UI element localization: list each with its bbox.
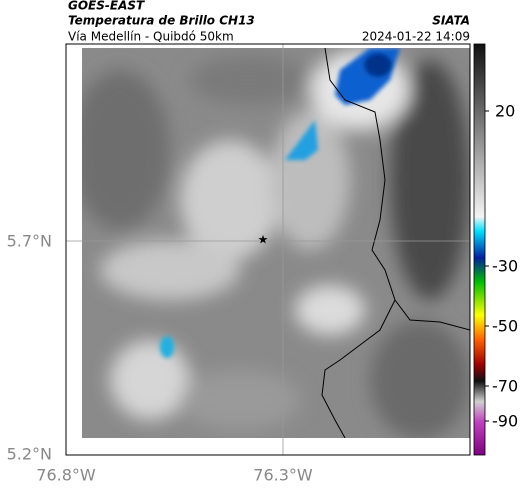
location-marker: ★ <box>258 233 269 247</box>
satellite-image <box>82 48 470 438</box>
lat-label: 5.7°N <box>7 232 52 251</box>
timestamp: 2024-01-22 14:09 <box>362 30 470 44</box>
map-frame <box>65 43 471 456</box>
colorbar-tick-label: -50 <box>492 317 518 336</box>
source: SIATA <box>432 14 470 28</box>
title: Temperatura de Brillo CH13 <box>68 14 255 28</box>
colorbar-ticks: 20 -30 -50 -70 -90 <box>485 102 518 431</box>
colorbar-tick-label: 20 <box>495 102 515 121</box>
lat-label: 5.2°N <box>7 445 52 464</box>
colorbar-tick-label: -90 <box>492 412 518 431</box>
location: Vía Medellín - Quibdó 50km <box>68 30 234 44</box>
lon-label: 76.8°W <box>36 466 96 485</box>
colorbar <box>473 43 486 456</box>
product: GOES-EAST <box>68 0 145 13</box>
colorbar-tick-label: -70 <box>492 377 518 396</box>
colorbar-tick-label: -30 <box>492 257 518 276</box>
lon-label: 76.3°W <box>253 466 313 485</box>
